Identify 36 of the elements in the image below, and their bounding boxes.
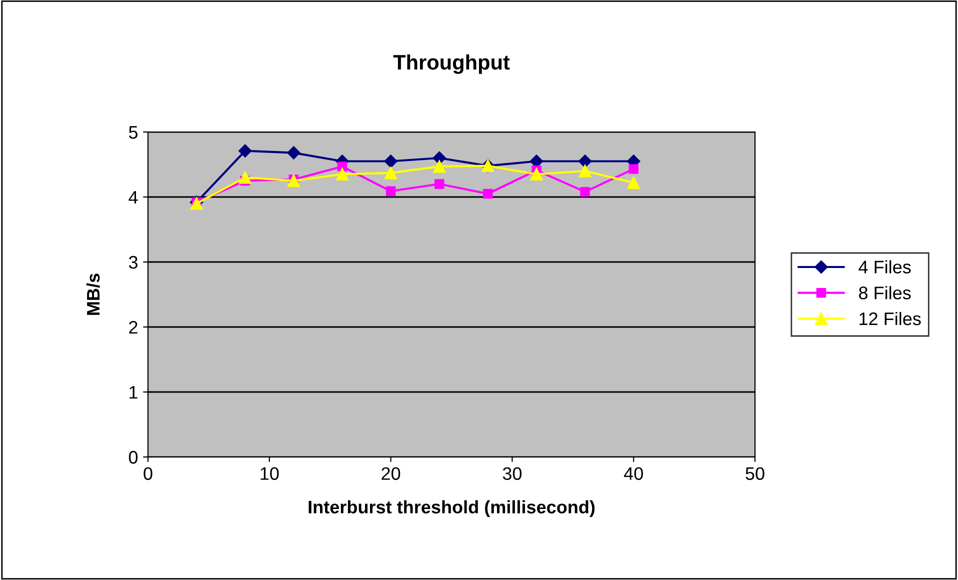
y-tick-label: 1	[130, 386, 138, 399]
y-tick-label: 5	[128, 126, 138, 139]
point	[433, 160, 446, 173]
point	[627, 176, 640, 189]
point	[483, 188, 493, 199]
point	[238, 171, 252, 184]
x-tick-label: 10	[260, 467, 279, 480]
point	[580, 186, 590, 197]
legend-label: 12 Files	[860, 312, 921, 326]
x-tick-label: 50	[746, 467, 764, 480]
point	[287, 174, 300, 187]
point	[384, 154, 398, 168]
point	[384, 166, 398, 180]
point	[578, 154, 592, 168]
y-tick-label: 3	[128, 256, 138, 269]
x-tick-label: 40	[624, 467, 643, 480]
point	[238, 144, 252, 158]
point	[337, 162, 348, 172]
y-axis-title: MB/s	[86, 274, 100, 315]
point	[386, 186, 396, 196]
point	[434, 179, 444, 189]
legend-label: 8 Files	[859, 286, 911, 300]
x-tick-label: 30	[502, 467, 522, 480]
point	[287, 146, 300, 160]
chart-title: Throughput	[393, 54, 510, 74]
y-tick-label: 0	[128, 450, 138, 464]
x-tick-label: 0	[144, 467, 152, 480]
y-tick-label: 4	[128, 191, 138, 204]
point	[628, 164, 638, 174]
legend-label: 4 Files	[858, 260, 911, 274]
point	[336, 168, 348, 180]
point	[530, 168, 543, 180]
point	[578, 164, 592, 178]
x-tick-label: 20	[382, 467, 400, 480]
y-tick-label: 2	[129, 320, 138, 334]
x-axis-title: Interburst threshold (millisecond)	[308, 500, 595, 518]
